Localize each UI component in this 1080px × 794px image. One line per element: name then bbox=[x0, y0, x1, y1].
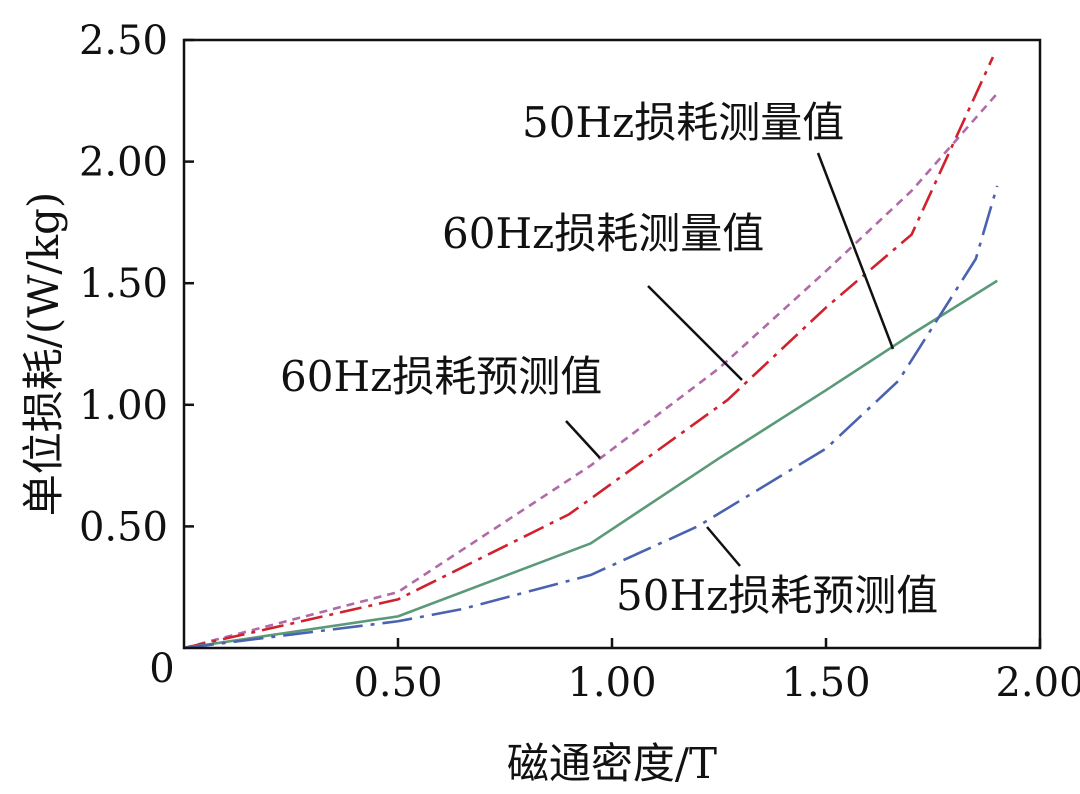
leader-line-60hz-measured bbox=[647, 285, 743, 381]
annotation-60hz-measured: 60Hz损耗测量值 bbox=[442, 209, 764, 258]
series-line-50hz-predicted bbox=[183, 185, 999, 650]
ticks-layer: 0.50 1.00 1.50 2.00 0.50 1.00 1.50 2.00 2.50 bbox=[79, 18, 1080, 706]
annotations-layer: 50Hz损耗测量值 60Hz损耗测量值 60Hz损耗预测值 50Hz损耗预测值 bbox=[280, 98, 938, 620]
series-line-60hz-predicted bbox=[183, 92, 999, 650]
x-tick-label: 1.00 bbox=[567, 660, 656, 706]
leader-line-60hz-predicted bbox=[565, 420, 601, 459]
x-tick-label: 1.50 bbox=[781, 660, 870, 706]
y-axis-title: 单位损耗/(W/kg) bbox=[19, 192, 68, 517]
leader-line-50hz-measured bbox=[816, 152, 895, 350]
series-layer bbox=[183, 56, 999, 650]
x-tick-label: 2.00 bbox=[995, 660, 1080, 706]
y-tick-label: 2.50 bbox=[79, 18, 168, 64]
series-line-50hz-measured bbox=[183, 279, 998, 650]
series-line-60hz-measured bbox=[183, 56, 995, 650]
y-tick-label: 1.50 bbox=[79, 261, 168, 307]
origin-label: 0 bbox=[149, 646, 174, 692]
x-tick-label: 0.50 bbox=[353, 660, 442, 706]
y-tick-label: 0.50 bbox=[79, 504, 168, 550]
leader-line-50hz-predicted bbox=[706, 526, 741, 567]
y-tick-label: 2.00 bbox=[79, 140, 168, 186]
annotation-60hz-predicted: 60Hz损耗预测值 bbox=[280, 352, 602, 401]
annotation-50hz-measured: 50Hz损耗测量值 bbox=[522, 98, 844, 147]
y-tick-label: 1.00 bbox=[79, 383, 168, 429]
x-axis-title: 磁通密度/T bbox=[507, 739, 717, 788]
annotation-50hz-predicted: 50Hz损耗预测值 bbox=[616, 571, 938, 620]
